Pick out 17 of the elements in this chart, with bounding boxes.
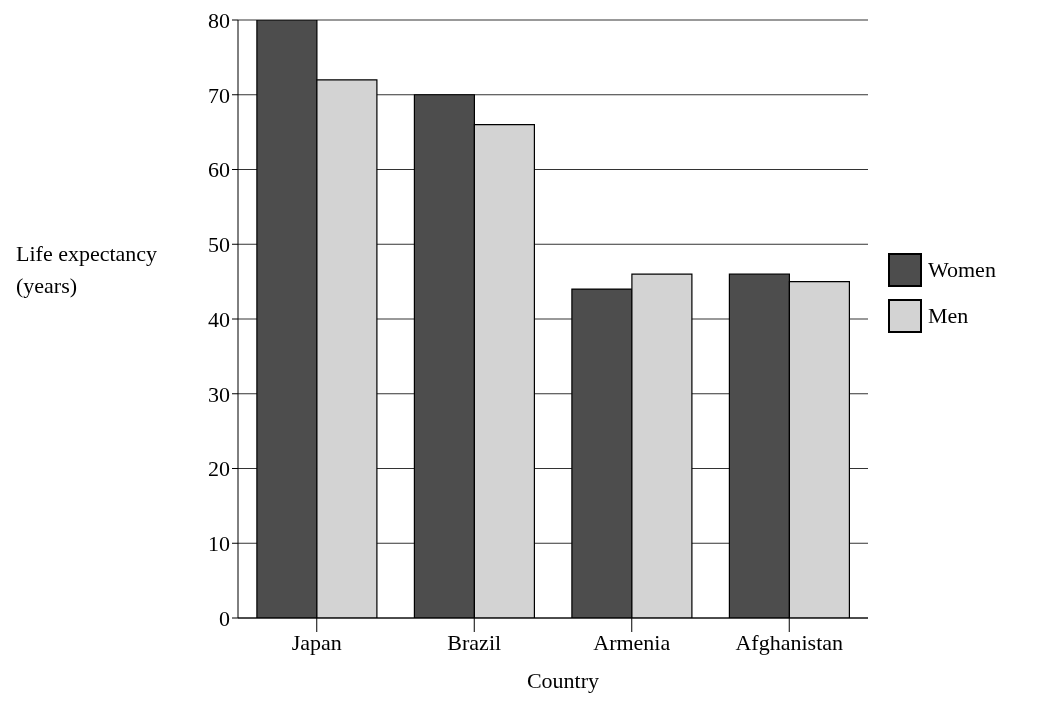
legend-label: Men xyxy=(928,303,969,329)
y-tick-label: 0 xyxy=(219,605,230,631)
y-tick-label: 20 xyxy=(208,456,230,482)
legend-label: Women xyxy=(928,257,996,283)
y-axis-title: Life expectancy (years) xyxy=(16,240,159,300)
x-tick-label: Armenia xyxy=(593,629,671,655)
y-tick-label: 30 xyxy=(208,381,230,407)
x-tick-label: Brazil xyxy=(447,629,502,655)
y-tick-label: 70 xyxy=(208,82,230,108)
x-axis-title: Country xyxy=(525,668,601,694)
y-tick-label: 60 xyxy=(208,157,230,183)
x-tick-label: Afghanistan xyxy=(735,629,844,655)
x-tick-label: Japan xyxy=(291,629,342,655)
y-tick-label: 10 xyxy=(208,531,230,557)
y-tick-label: 40 xyxy=(208,306,230,332)
y-tick-label: 80 xyxy=(208,7,230,33)
y-tick-label: 50 xyxy=(208,232,230,258)
